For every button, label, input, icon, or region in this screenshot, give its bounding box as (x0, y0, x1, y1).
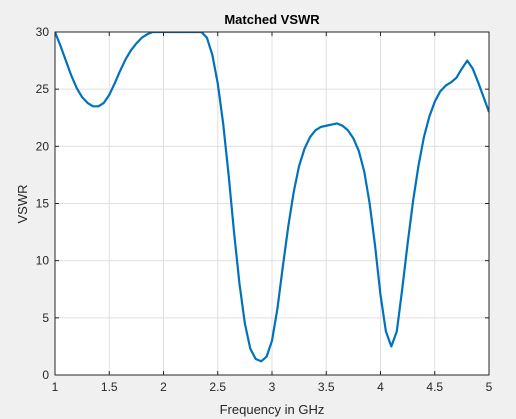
x-tick-labels: 1 1.5 2 2.5 3 3.5 4 4.5 5 (52, 380, 493, 394)
line-layer (55, 32, 489, 363)
y-tick-label: 5 (42, 311, 49, 325)
vswr-series-line (55, 32, 489, 363)
y-tick-labels: 0 5 10 15 20 25 30 (36, 25, 50, 382)
chart-title: Matched VSWR (224, 12, 320, 27)
x-tick-label: 1 (52, 380, 59, 394)
x-tick-label: 3 (269, 380, 276, 394)
x-tick-label: 5 (486, 380, 493, 394)
y-tick-label: 25 (36, 82, 50, 96)
x-tick-label: 3.5 (318, 380, 335, 394)
x-tick-label: 4.5 (426, 380, 443, 394)
x-axis-label: Frequency in GHz (220, 402, 325, 417)
y-tick-label: 0 (42, 368, 49, 382)
x-tick-label: 1.5 (101, 380, 118, 394)
y-tick-label: 10 (36, 254, 50, 268)
tick-marks (54, 31, 490, 376)
x-tick-label: 4 (377, 380, 384, 394)
y-tick-label: 30 (36, 25, 50, 39)
y-tick-label: 15 (36, 197, 50, 211)
y-axis-label: VSWR (15, 185, 30, 224)
x-tick-label: 2.5 (209, 380, 226, 394)
y-tick-label: 20 (36, 139, 50, 153)
x-tick-label: 2 (160, 380, 167, 394)
